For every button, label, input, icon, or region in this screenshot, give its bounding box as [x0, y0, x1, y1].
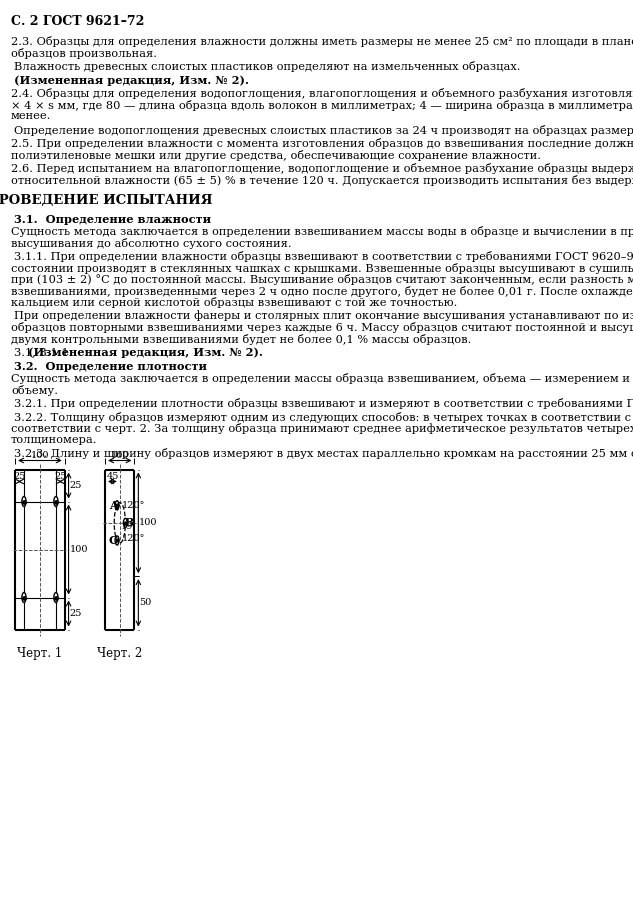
Text: 120°: 120° — [122, 534, 146, 543]
Text: 100: 100 — [139, 518, 158, 527]
Text: 3.2.  Определение плотности: 3.2. Определение плотности — [15, 360, 208, 371]
Text: 2.3. Образцы для определения влажности должны иметь размеры не менее 25 см² по п: 2.3. Образцы для определения влажности д… — [11, 36, 633, 47]
Text: 25: 25 — [70, 481, 82, 490]
Text: 100: 100 — [70, 545, 88, 554]
Text: 3.2.3. Длину и ширину образцов измеряют в двух местах параллельно кромкам на рас: 3.2.3. Длину и ширину образцов измеряют … — [15, 448, 633, 459]
Text: (Измененная редакция, Изм. № 2).: (Измененная редакция, Изм. № 2). — [28, 347, 263, 358]
Text: 3.2.2. Толщину образцов измеряют одним из следующих способов: в четырех точках в: 3.2.2. Толщину образцов измеряют одним и… — [15, 412, 633, 423]
Text: кальцием или серной кислотой образцы взвешивают с той же точностью.: кальцием или серной кислотой образцы взв… — [11, 297, 458, 308]
Text: Влажность древесных слоистых пластиков определяют на измельченных образцах.: Влажность древесных слоистых пластиков о… — [15, 61, 521, 72]
Text: образцов повторными взвешиваниями через каждые 6 ч. Массу образцов считают посто: образцов повторными взвешиваниями через … — [11, 322, 633, 333]
Text: 100: 100 — [111, 450, 129, 459]
Ellipse shape — [54, 592, 58, 602]
Text: Черт. 1: Черт. 1 — [17, 647, 63, 660]
Text: 2.5. При определении влажности с момента изготовления образцов до взвешивания по: 2.5. При определении влажности с момента… — [11, 138, 633, 149]
Text: толщиномера.: толщиномера. — [11, 435, 97, 445]
Text: 45: 45 — [106, 471, 118, 481]
Text: Определение водопоглощения древесных слоистых пластиков за 24 ч производят на об: Определение водопоглощения древесных сло… — [15, 125, 633, 136]
Text: относительной влажности (65 ± 5) % в течение 120 ч. Допускается производить испы: относительной влажности (65 ± 5) % в теч… — [11, 174, 633, 185]
Text: (Измененная редакция, Изм. № 2).: (Измененная редакция, Изм. № 2). — [15, 74, 249, 85]
Text: объему.: объему. — [11, 384, 58, 395]
Text: образцов произвольная.: образцов произвольная. — [11, 48, 157, 59]
Text: при (103 ± 2) °С до постоянной массы. Высушивание образцов считают законченным, : при (103 ± 2) °С до постоянной массы. Вы… — [11, 274, 633, 285]
Ellipse shape — [22, 496, 26, 506]
Text: соответствии с черт. 2. За толщину образца принимают среднее арифметическое резу: соответствии с черт. 2. За толщину образ… — [11, 423, 633, 434]
Text: 25: 25 — [54, 471, 66, 481]
Text: 19: 19 — [121, 523, 133, 531]
Text: состоянии производят в стеклянных чашках с крышками. Взвешенные образцы высушива: состоянии производят в стеклянных чашках… — [11, 262, 633, 273]
Text: 25: 25 — [70, 609, 82, 618]
Text: 2.6. Перед испытанием на влагопоглощение, водопоглощение и объемное разбухание о: 2.6. Перед испытанием на влагопоглощение… — [11, 163, 633, 174]
Text: 3.2.1. При определении плотности образцы взвешивают и измеряют в соответствии с : 3.2.1. При определении плотности образцы… — [15, 398, 633, 409]
Ellipse shape — [22, 592, 26, 602]
Text: Сущность метода заключается в определении массы образца взвешиванием, объема — и: Сущность метода заключается в определени… — [11, 373, 633, 384]
Ellipse shape — [123, 518, 127, 527]
Text: 3.1.  Определение влажности: 3.1. Определение влажности — [15, 214, 211, 225]
Text: 3.1.1. При определении влажности образцы взвешивают в соответствии с требованиям: 3.1.1. При определении влажности образцы… — [15, 251, 633, 262]
Text: Черт. 2: Черт. 2 — [97, 647, 142, 660]
Text: двумя контрольными взвешиваниями будет не более 0,1 % массы образцов.: двумя контрольными взвешиваниями будет н… — [11, 334, 472, 345]
Text: полиэтиленовые мешки или другие средства, обеспечивающие сохранение влажности.: полиэтиленовые мешки или другие средства… — [11, 149, 541, 160]
Text: 120°: 120° — [122, 501, 146, 510]
Text: 100: 100 — [30, 450, 49, 459]
Text: высушивания до абсолютно сухого состояния.: высушивания до абсолютно сухого состояни… — [11, 238, 292, 249]
Text: 3.  ПРОВЕДЕНИЕ ИСПЫТАНИЯ: 3. ПРОВЕДЕНИЕ ИСПЫТАНИЯ — [0, 194, 213, 207]
Ellipse shape — [115, 501, 119, 510]
Text: 50: 50 — [139, 598, 151, 607]
Text: B: B — [124, 517, 134, 528]
Text: A: A — [109, 500, 118, 511]
Ellipse shape — [115, 536, 119, 545]
Text: 2.4. Образцы для определения водопоглощения, влагопоглощения и объемного разбуха: 2.4. Образцы для определения водопоглоще… — [11, 88, 633, 99]
Text: Сущность метода заключается в определении взвешиванием массы воды в образце и вы: Сущность метода заключается в определени… — [11, 226, 633, 237]
Text: взвешиваниями, произведенными через 2 ч одно после другого, будет не более 0,01 : взвешиваниями, произведенными через 2 ч … — [11, 285, 633, 296]
Text: 25: 25 — [13, 471, 26, 481]
Ellipse shape — [54, 496, 58, 506]
Text: При определении влажности фанеры и столярных плит окончание высушивания устанавл: При определении влажности фанеры и столя… — [15, 311, 633, 321]
Text: С. 2 ГОСТ 9621–72: С. 2 ГОСТ 9621–72 — [11, 15, 144, 28]
Text: 3.1, 3.1.1.: 3.1, 3.1.1. — [15, 347, 77, 357]
Text: C: C — [109, 535, 118, 546]
Text: менее.: менее. — [11, 111, 51, 121]
Text: × 4 × s мм, где 80 — длина образца вдоль волокон в миллиметрах; 4 — ширина образ: × 4 × s мм, где 80 — длина образца вдоль… — [11, 100, 633, 111]
